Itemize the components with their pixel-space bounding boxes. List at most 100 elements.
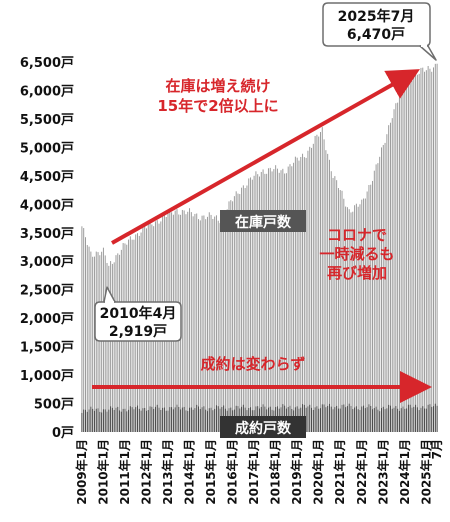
stock-bar — [368, 185, 370, 432]
x-tick-label: 2015年1月 — [203, 439, 218, 505]
stock-bar — [230, 200, 232, 432]
sales-bar — [151, 406, 153, 432]
stock-bar — [248, 178, 250, 432]
sales-bar — [156, 404, 158, 432]
y-tick-label: 4,500戸 — [20, 170, 74, 185]
stock-bar — [388, 125, 390, 432]
stock-bar — [357, 206, 359, 432]
trend-up-line2: 15年で2倍以上に — [157, 97, 278, 115]
x-tick-label: 2013年1月 — [160, 439, 175, 505]
stock-bar — [318, 136, 320, 433]
stock-bar — [389, 122, 391, 432]
sales-bar — [99, 411, 101, 432]
stock-bar — [194, 213, 196, 432]
stock-bar — [203, 215, 205, 432]
y-tick-label: 1,500戸 — [20, 341, 74, 356]
sales-bar — [153, 408, 155, 432]
sales-bar — [309, 404, 311, 432]
stock-bar — [276, 168, 278, 432]
stock-bar — [379, 156, 381, 432]
stock-bar — [422, 67, 424, 433]
stock-bar — [289, 164, 291, 433]
sales-bar — [409, 404, 411, 432]
stock-bar — [280, 170, 282, 432]
stock-bar — [352, 211, 354, 432]
sales-bar — [165, 410, 167, 432]
stock-bar — [101, 251, 103, 432]
stock-bar — [343, 198, 345, 432]
sales-bar — [393, 407, 395, 432]
stock-bar — [183, 210, 185, 432]
sales-bar — [142, 408, 144, 432]
stock-bar — [327, 153, 329, 432]
stock-bar — [373, 170, 375, 432]
stock-bar — [305, 157, 307, 432]
stock-bar — [341, 190, 343, 432]
sales-bar — [206, 411, 208, 432]
sales-bar — [97, 408, 99, 432]
sales-bar — [359, 410, 361, 432]
stock-bar — [108, 265, 110, 432]
stock-bar — [402, 85, 404, 432]
stock-bar — [199, 220, 201, 432]
stock-bar — [217, 220, 219, 432]
stock-bar — [425, 70, 427, 433]
sales-bar — [339, 408, 341, 432]
sales-bar — [122, 408, 124, 432]
y-tick-label: 3,500戸 — [20, 227, 74, 242]
sales-bar — [203, 406, 205, 432]
stock-bar — [325, 150, 327, 432]
stock-bar — [303, 157, 305, 433]
x-tick-label: 2016年1月 — [225, 439, 240, 505]
sales-bar — [388, 404, 390, 432]
sales-bar — [93, 410, 95, 432]
stock-bar — [81, 226, 83, 432]
stock-bar — [302, 153, 304, 433]
sales-bar — [379, 411, 381, 432]
stock-bar — [113, 262, 115, 432]
stock-bar — [282, 168, 284, 432]
stock-bar — [361, 199, 363, 432]
stock-bar — [321, 127, 323, 432]
trough-callout: 2010年4月 2,919戸 — [94, 286, 182, 342]
stock-bar — [386, 134, 388, 432]
sales-bar — [181, 407, 183, 432]
sales-bar — [391, 408, 393, 432]
sales-bar — [434, 403, 436, 432]
flat-annotation: 成約は変わらず — [201, 355, 306, 373]
sales-bar — [416, 407, 418, 432]
stock-bar — [185, 214, 187, 432]
stock-bar — [332, 177, 334, 432]
stock-bar — [275, 165, 277, 432]
sales-bar — [185, 410, 187, 432]
x-tick-label: 7月 — [430, 439, 444, 459]
sales-bar — [174, 407, 176, 432]
stock-bar — [433, 67, 435, 433]
stock-bar — [307, 150, 309, 433]
stock-bar — [382, 144, 384, 432]
sales-bar — [370, 405, 372, 432]
stock-bar — [420, 67, 422, 432]
stock-bar — [418, 73, 420, 432]
x-tick-label: 2011年1月 — [117, 439, 132, 505]
sales-bar — [189, 407, 191, 432]
stock-bar — [339, 190, 341, 432]
sales-bar — [171, 407, 173, 432]
sales-bar — [407, 404, 409, 432]
y-tick-label: 500戸 — [34, 398, 74, 413]
sales-bar — [368, 404, 370, 432]
stock-bar — [429, 68, 431, 432]
y-tick-label: 5,500戸 — [20, 113, 74, 128]
covid-line3: 再び増加 — [327, 264, 387, 282]
sales-bar — [320, 408, 321, 432]
stock-bar — [334, 176, 336, 432]
sales-bar — [111, 407, 113, 432]
stock-bar — [330, 171, 332, 432]
stock-bar — [407, 77, 409, 432]
sales-bar — [162, 407, 164, 432]
stock-bar — [262, 169, 264, 433]
sales-bar — [210, 407, 212, 432]
sales-bar — [389, 405, 391, 432]
stock-bar — [328, 159, 330, 432]
sales-bar — [137, 405, 139, 432]
